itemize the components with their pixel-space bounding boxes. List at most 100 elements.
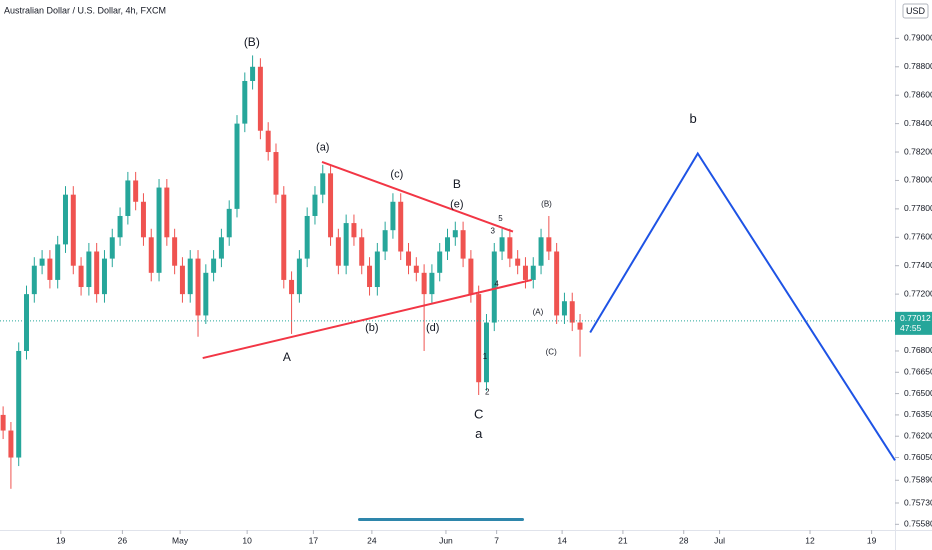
wave-label: (A) xyxy=(533,308,544,317)
candle-body xyxy=(86,251,92,288)
candle-body xyxy=(546,237,552,252)
wave-label: 5 xyxy=(498,214,503,223)
candle-body xyxy=(62,194,68,245)
x-tick-label: 26 xyxy=(118,535,128,545)
wave-label: (B) xyxy=(541,200,552,209)
y-tick-label: 0.77800 xyxy=(904,203,932,213)
candle-body xyxy=(39,258,45,266)
y-tick-label: 0.78800 xyxy=(904,61,932,71)
y-tick-label: 0.78400 xyxy=(904,118,932,128)
x-tick-label: 14 xyxy=(557,535,567,545)
y-tick-label: 0.75730 xyxy=(904,497,932,507)
candle-body xyxy=(390,201,396,231)
wave-label: (a) xyxy=(316,142,329,154)
candle-body xyxy=(273,152,279,195)
candle-body xyxy=(242,80,248,124)
candle-body xyxy=(561,301,567,316)
candle-body xyxy=(413,265,419,273)
candle-body xyxy=(234,123,240,209)
trend-line xyxy=(202,278,532,360)
wave-label: 2 xyxy=(485,387,490,396)
last-price-label: 0.77012 xyxy=(900,313,931,323)
candle-body xyxy=(452,230,458,238)
wave-label: (b) xyxy=(365,322,378,334)
candle-body xyxy=(0,414,6,431)
last-price-box xyxy=(895,311,932,335)
candle-body xyxy=(148,237,154,273)
candle-body xyxy=(359,237,365,266)
x-tick-label: 7 xyxy=(494,535,499,545)
candle-body xyxy=(343,223,349,266)
y-tick-label: 0.76800 xyxy=(904,345,932,355)
trend-line xyxy=(321,161,514,233)
candle-body xyxy=(335,237,341,266)
candle-body xyxy=(491,251,497,323)
candle-body xyxy=(125,180,131,216)
candle-body xyxy=(351,223,357,238)
candle-body xyxy=(554,251,560,316)
candle-body xyxy=(16,350,22,458)
candle-body xyxy=(320,173,326,195)
candle-body xyxy=(257,66,263,131)
candle-body xyxy=(507,237,513,259)
candle-body xyxy=(483,322,489,383)
candle-body xyxy=(515,258,521,266)
candle-body xyxy=(476,294,482,383)
candle-body xyxy=(398,201,404,252)
candle-body xyxy=(437,251,443,273)
x-tick-label: 19 xyxy=(867,535,877,545)
candle-body xyxy=(468,258,474,295)
candle-body xyxy=(265,130,271,153)
candle-body xyxy=(117,215,123,238)
candle-body xyxy=(530,265,536,280)
candle-body xyxy=(328,173,334,238)
candle-body xyxy=(445,237,450,252)
y-tick-label: 0.77200 xyxy=(904,288,932,298)
candle-body xyxy=(226,208,232,238)
x-tick-label: 21 xyxy=(618,535,628,545)
candle-body xyxy=(24,294,30,351)
candle-body xyxy=(187,258,193,295)
candle-body xyxy=(312,194,318,216)
candle-body xyxy=(569,301,575,323)
wave-label: (B) xyxy=(244,35,260,49)
candle-body xyxy=(577,322,583,330)
wave-label: C xyxy=(474,406,483,421)
wave-label: (d) xyxy=(426,322,439,334)
wave-label: B xyxy=(453,177,461,191)
x-tick-label: 24 xyxy=(367,535,377,545)
candle-body xyxy=(172,237,178,266)
candle-body xyxy=(78,265,84,288)
candle-body xyxy=(211,258,217,273)
y-tick-label: 0.76350 xyxy=(904,409,932,419)
wave-label: 3 xyxy=(490,227,495,236)
candle-body xyxy=(218,237,224,259)
candle-body xyxy=(460,230,466,259)
candle-body xyxy=(296,258,302,295)
currency-box[interactable] xyxy=(902,3,929,19)
y-tick-label: 0.75580 xyxy=(904,519,932,529)
y-tick-label: 0.78200 xyxy=(904,146,932,156)
trend-line xyxy=(589,151,896,461)
candle-body xyxy=(195,258,201,316)
candle-body xyxy=(55,244,61,280)
candle-body xyxy=(47,258,53,280)
candle-body xyxy=(367,265,373,288)
wave-label: (c) xyxy=(390,169,403,181)
candle-body xyxy=(164,187,170,238)
y-tick-label: 0.76200 xyxy=(904,430,932,440)
candle-body xyxy=(179,265,185,295)
y-tick-label: 0.79000 xyxy=(904,33,932,43)
candle-body xyxy=(281,194,287,280)
scroll-bar[interactable] xyxy=(358,518,524,521)
x-tick-label: 28 xyxy=(679,535,689,545)
x-tick-label: Jul xyxy=(714,535,725,545)
wave-label: (e) xyxy=(450,199,463,211)
candle-body xyxy=(70,194,76,266)
x-tick-label: Jun xyxy=(439,535,453,545)
candle-body xyxy=(140,201,146,238)
candle-body xyxy=(522,265,528,280)
candle-body xyxy=(8,430,14,458)
chart-title: Australian Dollar / U.S. Dollar, 4h, FXC… xyxy=(4,5,166,15)
